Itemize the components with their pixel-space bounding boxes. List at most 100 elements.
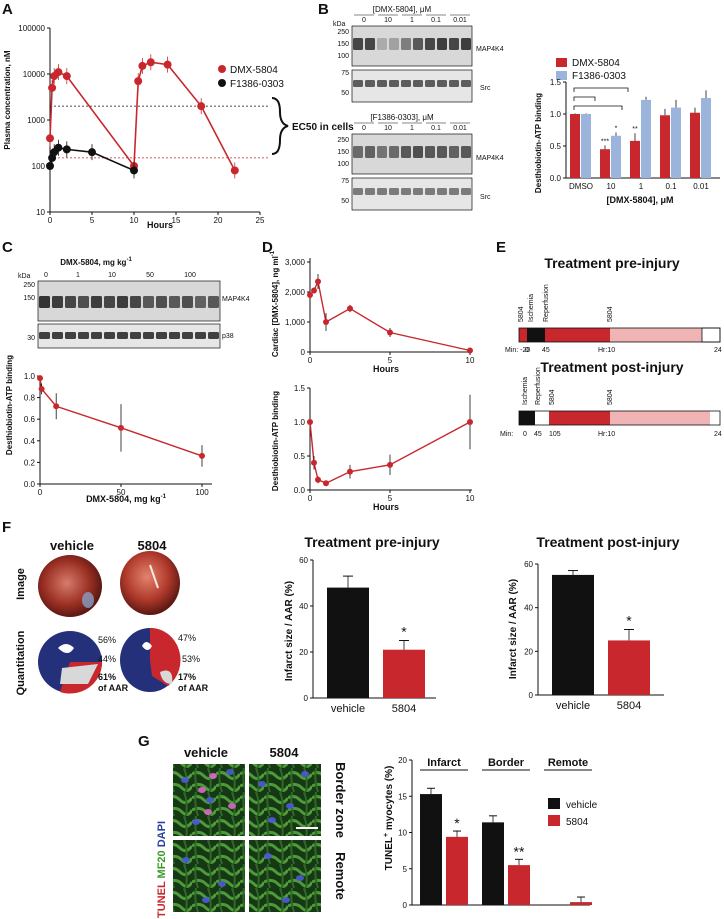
panel-b-bottom-title: [F1386-0303], μM — [370, 113, 434, 122]
vehicle-heart-photo — [38, 555, 102, 617]
panel-f-col-vehicle: vehicle — [50, 538, 94, 553]
pre-tick-24: 24 — [714, 347, 722, 354]
panel-b-blots: kDa [DMX-5804], μM 0 10 1 0.1 0.01 MAP4K4 Sr… — [333, 5, 504, 211]
panel-c-point-3 — [118, 424, 124, 431]
panel-a-point-0-1 — [48, 83, 57, 92]
panel-b-legend-f1386: F1386-0303 — [572, 71, 626, 82]
panel-g-legend-5804: 5804 — [566, 817, 589, 828]
panel-b-y-label-2: 0.5 — [550, 142, 562, 151]
nucleus-5 — [286, 803, 294, 809]
panel-f-pre-sig: * — [401, 624, 407, 640]
panel-c-ylabel: Desthiobiotin-ATP binding — [5, 355, 14, 455]
panel-b-sig-0: *** — [601, 138, 609, 145]
panel-b-src-bottom-9 — [461, 188, 471, 195]
panel-c-y-label-1: 0.8 — [24, 394, 36, 403]
panel-b-mw-top-1: 150 — [337, 41, 349, 48]
panel-d-bottom-point-1 — [311, 459, 317, 466]
panel-c-band-12 — [195, 296, 206, 308]
panel-a-point-0-6 — [134, 77, 143, 86]
panel-b-band-bottom-5 — [413, 146, 423, 158]
panel-c-mw-bottom-0: 30 — [27, 335, 35, 342]
panel-b-src-top-4 — [401, 80, 411, 87]
panel-d-top-point-2 — [315, 278, 321, 285]
panel-g-bar-1-0 — [446, 836, 468, 905]
panel-b-src-top-3 — [389, 80, 399, 87]
nucleus-9 — [218, 881, 226, 887]
panel-b-src-bottom-8 — [449, 188, 459, 195]
panel-b-band-bottom-3 — [389, 146, 399, 158]
nucleus-11 — [264, 853, 272, 859]
panel-b-band-bottom-4 — [401, 146, 411, 158]
panel-b-src-bottom-3 — [389, 188, 399, 195]
panel-b-band-top-9 — [461, 38, 471, 50]
nucleus-4 — [258, 781, 266, 787]
panel-b-mw-bottom-0: 250 — [337, 137, 349, 144]
nucleus-7 — [268, 817, 276, 823]
panel-d-top-point-3 — [323, 319, 329, 325]
panel-b-y-label-1: 1.0 — [550, 110, 562, 119]
panel-b-ylabel: Desthiobiotin-ATP binding — [534, 93, 543, 193]
panel-b-label-map4k4-top: MAP4K4 — [476, 46, 504, 53]
panel-c-dose-3: 50 — [146, 272, 154, 279]
panel-c-p38-6 — [117, 332, 128, 339]
panel-b-dose-top-3: 0.1 — [431, 17, 441, 24]
panel-c-x-label-1: 50 — [117, 488, 126, 497]
panel-g-group-0: Infarct — [427, 757, 461, 769]
tunel-nucleus-3 — [228, 803, 236, 809]
panel-c-mw-1: 150 — [23, 295, 35, 302]
pre-tick-0: 0 — [525, 347, 529, 354]
panel-b-xlabel: [DMX-5804], μM — [606, 195, 673, 205]
panel-c-y-label-4: 0.2 — [24, 458, 36, 467]
panel-c-band-11 — [182, 296, 193, 308]
panel-a-point-1-0 — [46, 162, 54, 170]
panel-b-mw-top-2: 100 — [337, 53, 349, 60]
panel-c-label-map4k4: MAP4K4 — [222, 296, 250, 303]
panel-c-p38-5 — [104, 332, 115, 339]
panel-d-bottom-x-label-1: 5 — [388, 494, 393, 503]
panel-b-y-label-3: 0.0 — [550, 174, 562, 183]
panel-a-point-1-5 — [88, 148, 96, 157]
panel-b-bar-1-2 — [641, 99, 651, 178]
panel-f-pre-bar-0 — [327, 587, 369, 698]
panel-c-p38-7 — [130, 332, 141, 339]
panel-b-mw-src-0: 75 — [341, 70, 349, 77]
post-label-5804-a: 5804 — [549, 389, 556, 405]
panel-d-top-x-label-0: 0 — [308, 356, 313, 365]
panel-b-src-top-7 — [437, 80, 447, 87]
post-label-5804-b: 5804 — [607, 389, 614, 405]
panel-b-src-top-1 — [365, 80, 375, 87]
panel-a-y-label-3: 100 — [32, 162, 46, 171]
panel-f-post-y-label-1: 40 — [524, 604, 533, 613]
panel-a-legend-swatch-dmx — [218, 65, 226, 73]
panel-c-x-label-0: 0 — [38, 488, 43, 497]
panel-b-y-label-0: 1.5 — [550, 78, 562, 87]
panel-b-band-top-8 — [449, 38, 459, 50]
panel-c-p38-1 — [52, 332, 63, 339]
tunel-nucleus-2 — [204, 809, 212, 815]
panel-b-band-top-4 — [401, 38, 411, 50]
panel-d-top-point-6 — [467, 347, 473, 354]
panel-d-top-y-label-0: 3,000 — [285, 258, 306, 267]
panel-d-bottom-point-2 — [315, 476, 321, 483]
panel-b-x-label-1: 10 — [607, 182, 616, 191]
panel-b-mw-src2-0: 75 — [341, 178, 349, 185]
panel-g-col-vehicle: vehicle — [184, 745, 228, 760]
panel-c-p38-10 — [169, 332, 180, 339]
panel-g-stain-label: TUNEL MF20 DAPI — [156, 821, 168, 918]
nucleus-6 — [301, 771, 309, 777]
vehicle-pct-44: 44% — [98, 654, 116, 664]
panel-d-bottom-y-label-2: 0.5 — [294, 452, 306, 461]
panel-g-ylabel: TUNEL+ myocytes (%) — [383, 766, 395, 871]
panel-f-pre-chart: Treatment pre-injury Infarct size / AAR … — [284, 534, 440, 715]
panel-c-band-10 — [169, 296, 180, 308]
panel-g-y-label-0: 20 — [398, 756, 407, 765]
panel-c-band-1 — [52, 296, 63, 308]
panel-d-xlabel-top: Hours — [373, 364, 399, 374]
panel-b-src-bottom-2 — [377, 188, 387, 195]
post-gap-block — [535, 411, 549, 425]
panel-a-point-0-0 — [46, 134, 54, 143]
panel-d-top-line — [309, 279, 471, 352]
panel-d-bottom-point-4 — [347, 468, 353, 475]
panel-c-point-2 — [53, 403, 60, 410]
panel-g-bar-0-1 — [482, 822, 504, 905]
